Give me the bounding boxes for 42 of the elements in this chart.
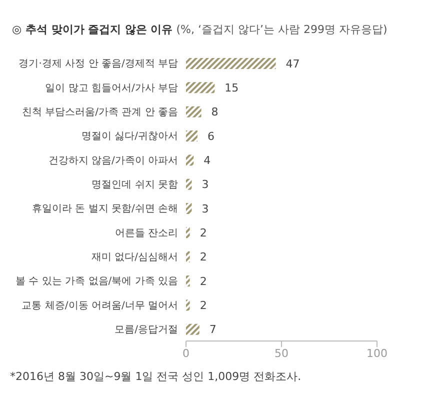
data-label: 15	[224, 82, 239, 95]
y-tick-label: 교통 체증/이동 어려움/너무 멀어서	[22, 300, 178, 312]
data-label: 2	[200, 226, 207, 240]
y-tick-label: 경기·경제 사정 안 좋음/경제적 부담	[18, 58, 178, 70]
text: ◎ 추석 맞이가 즐겁지 않은 이유	[12, 23, 173, 36]
bar	[186, 82, 215, 94]
bar	[186, 300, 190, 311]
bar	[186, 227, 190, 238]
y-tick-label: 어른들 잔소리	[114, 228, 178, 239]
data-label: 7	[209, 323, 216, 336]
data-label: 3	[202, 202, 209, 216]
y-tick-label: 명절인데 쉬지 못함	[92, 179, 178, 190]
bar	[186, 251, 190, 262]
data-label: 4	[204, 154, 211, 168]
bar	[186, 154, 194, 166]
bar	[186, 203, 192, 214]
y-tick-label: 친척 부담스러움/가족 관계 안 좋음	[22, 106, 178, 118]
data-label: 47	[286, 57, 300, 70]
y-tick-label: 휴일이라 돈 벌지 못함/쉬면 손해	[32, 204, 178, 215]
y-tick-label: 일이 많고 힘들어서/가사 부담	[45, 82, 178, 94]
bar	[186, 130, 198, 142]
data-label: 2	[200, 299, 207, 312]
y-tick-label: 명절이 싫다/귀찮아서	[81, 131, 178, 142]
bar	[186, 276, 190, 286]
data-label: 8	[211, 106, 218, 119]
chart-subtitle: (%, ‘즐겁지 않다’는 사람 299명 자유응답)	[176, 23, 388, 36]
bar	[186, 324, 200, 335]
y-tick-label: 건강하지 않음/가족이 아파서	[48, 155, 178, 166]
x-tick-label: 50	[274, 346, 288, 360]
bar	[186, 106, 202, 118]
bar	[186, 58, 276, 69]
x-tick-label: 0	[182, 346, 190, 360]
y-tick-label: 볼 수 있는 가족 없음/북에 가족 있음	[16, 276, 178, 288]
x-tick-label: 100	[366, 346, 388, 360]
y-tick-label: 재미 없다/심심해서	[91, 252, 178, 263]
text: *2016년 8월 30일~9월 1일 전국 성인 1,009명 전화조사.	[9, 369, 302, 384]
bar	[186, 178, 192, 190]
y-tick-label: 모름/응답거절	[114, 324, 178, 336]
data-label: 2	[200, 250, 207, 264]
data-label: 2	[200, 274, 207, 288]
data-label: 6	[207, 130, 214, 143]
data-label: 3	[202, 178, 209, 192]
